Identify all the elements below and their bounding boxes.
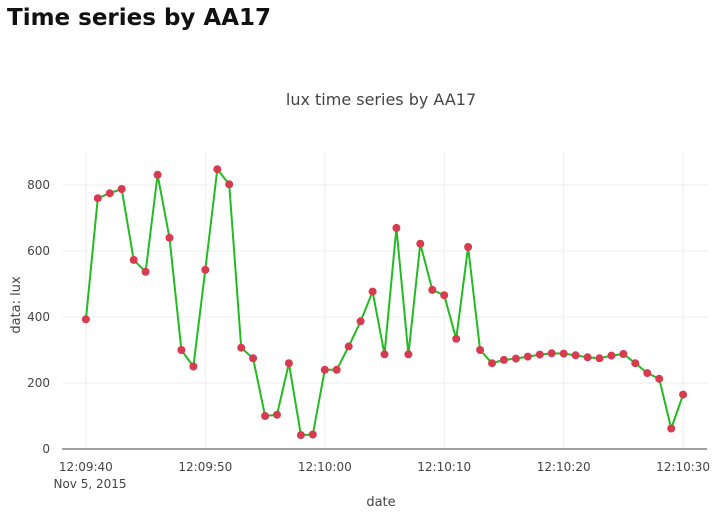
data-point[interactable]: [679, 390, 688, 399]
x-axis-ticks: 12:09:40 12:09:50 12:10:00 12:10:10 12:10:20…: [59, 460, 710, 474]
data-point[interactable]: [416, 239, 425, 248]
data-point[interactable]: [523, 352, 532, 361]
data-point[interactable]: [165, 233, 174, 242]
data-point[interactable]: [571, 351, 580, 360]
data-point[interactable]: [261, 412, 270, 420]
data-point[interactable]: [344, 342, 353, 351]
data-point[interactable]: [488, 359, 496, 368]
data-point[interactable]: [153, 170, 162, 179]
x-date-label: Nov 5, 2015: [53, 477, 126, 491]
data-point[interactable]: [643, 369, 652, 378]
y-tick-label: 400: [27, 310, 50, 324]
data-point[interactable]: [476, 346, 485, 354]
data-point[interactable]: [547, 349, 556, 358]
data-point[interactable]: [308, 430, 317, 439]
data-point[interactable]: [81, 315, 90, 324]
y-tick-label: 0: [42, 442, 50, 456]
data-point[interactable]: [93, 194, 102, 203]
data-point[interactable]: [428, 285, 437, 294]
y-tick-label: 800: [27, 178, 50, 192]
x-tick-label: 12:10:30: [656, 460, 710, 474]
data-point[interactable]: [237, 343, 246, 352]
data-point[interactable]: [332, 365, 341, 374]
data-point[interactable]: [129, 255, 138, 264]
x-tick-label: 12:09:50: [178, 460, 232, 474]
data-point[interactable]: [607, 351, 616, 360]
data-point[interactable]: [619, 350, 628, 358]
x-tick-label: 12:10:10: [417, 460, 471, 474]
y-tick-label: 200: [27, 376, 50, 390]
data-point[interactable]: [273, 410, 281, 419]
data-point[interactable]: [296, 431, 305, 440]
data-point[interactable]: [404, 350, 413, 359]
y-tick-label: 600: [27, 244, 50, 258]
data-point[interactable]: [368, 287, 377, 296]
data-point[interactable]: [117, 185, 126, 193]
data-point[interactable]: [583, 353, 592, 362]
series-lux: [81, 165, 688, 440]
x-tick-label: 12:10:00: [298, 460, 352, 474]
x-axis-label: date: [366, 495, 395, 510]
data-point[interactable]: [320, 365, 329, 374]
data-point[interactable]: [667, 424, 676, 433]
data-point[interactable]: [499, 355, 508, 364]
series-line: [84, 168, 685, 437]
chart-title: lux time series by AA17: [286, 90, 476, 109]
data-point[interactable]: [380, 350, 389, 359]
data-point[interactable]: [559, 349, 568, 358]
data-point[interactable]: [452, 334, 461, 343]
data-point[interactable]: [392, 223, 401, 232]
data-point[interactable]: [225, 180, 234, 189]
data-point[interactable]: [440, 291, 449, 300]
data-point[interactable]: [655, 374, 664, 383]
x-tick-label: 12:09:40: [59, 460, 113, 474]
data-point[interactable]: [249, 354, 258, 363]
data-point[interactable]: [356, 317, 365, 326]
x-tick-label: 12:10:20: [537, 460, 591, 474]
y-axis-ticks: 0 200 400 600 800: [27, 178, 50, 456]
data-point[interactable]: [177, 346, 186, 354]
data-point[interactable]: [631, 359, 640, 368]
data-point[interactable]: [284, 359, 293, 368]
data-point[interactable]: [535, 350, 544, 359]
data-point[interactable]: [105, 189, 114, 198]
data-point[interactable]: [141, 267, 150, 276]
data-point[interactable]: [511, 354, 520, 363]
data-point[interactable]: [189, 362, 198, 371]
grid: [62, 152, 707, 449]
data-point[interactable]: [213, 165, 222, 174]
y-axis-label: data: lux: [9, 276, 24, 334]
page-heading: Time series by AA17: [7, 5, 272, 31]
data-point[interactable]: [464, 243, 473, 251]
data-point[interactable]: [595, 354, 604, 363]
data-point[interactable]: [201, 265, 210, 274]
